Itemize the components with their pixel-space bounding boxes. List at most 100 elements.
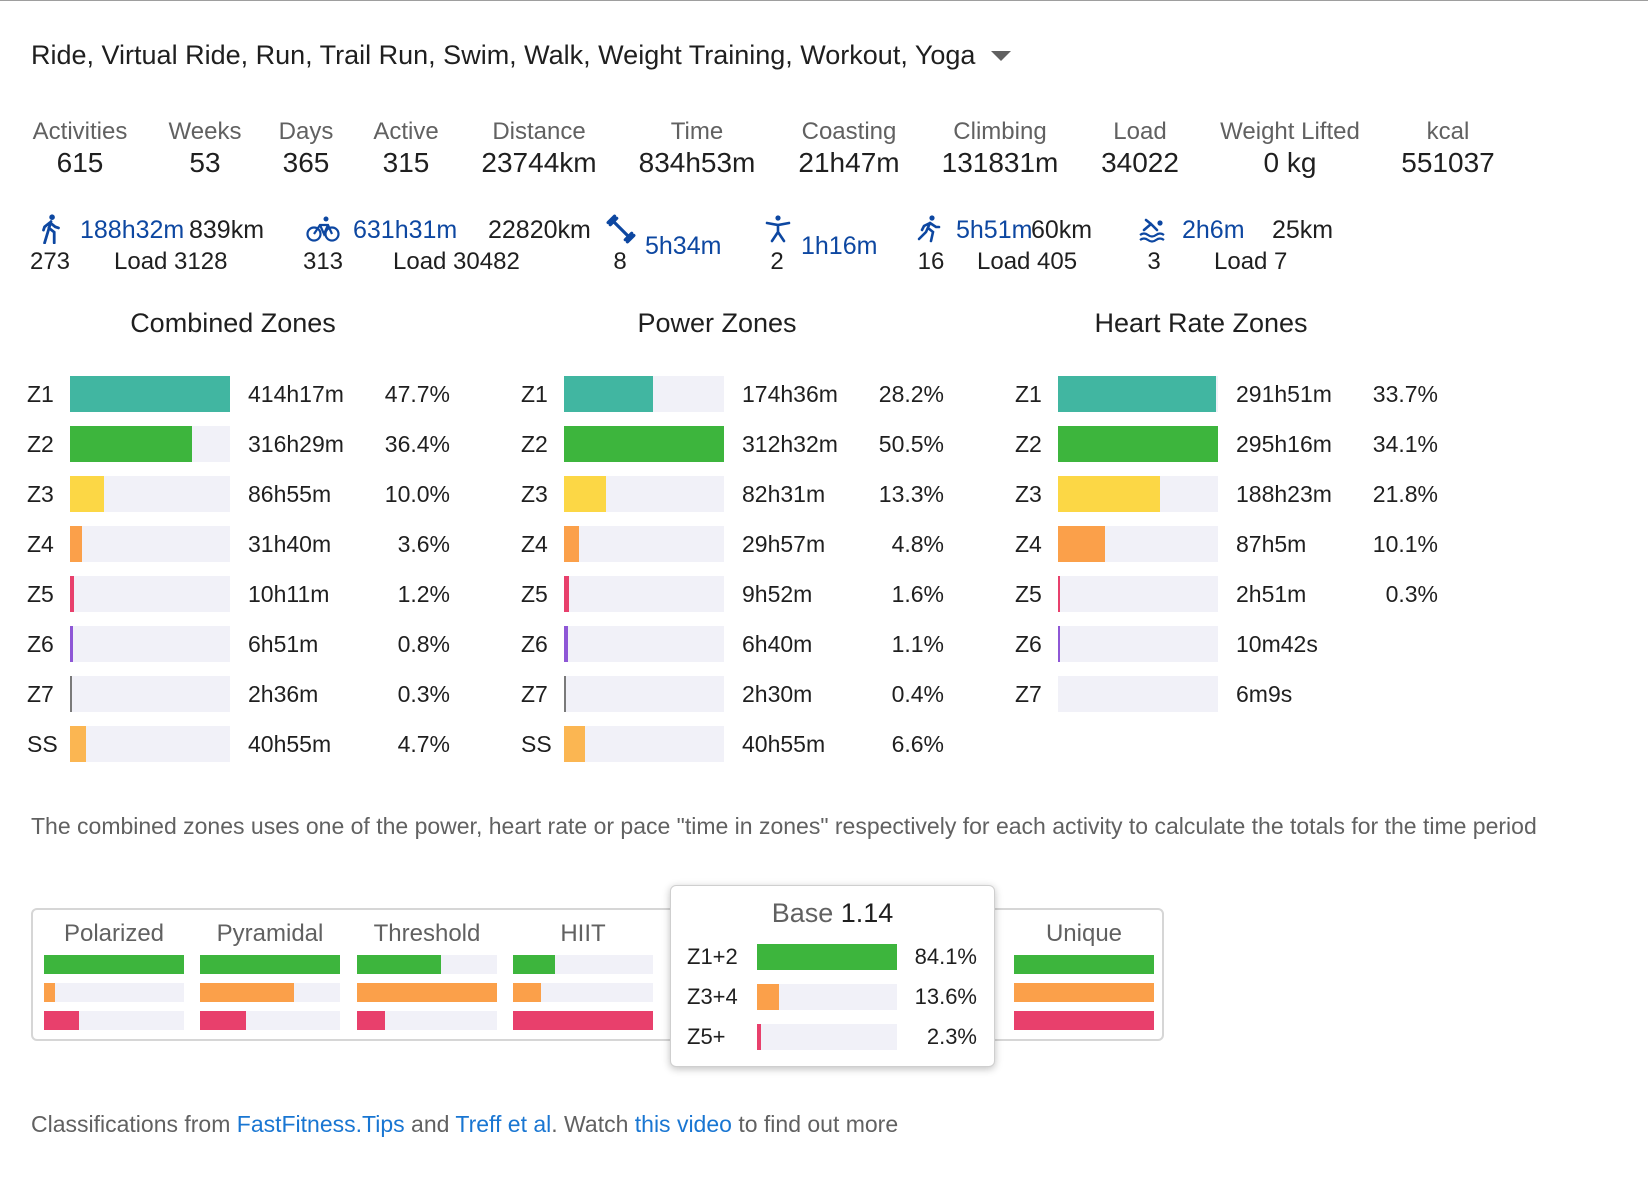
video-link[interactable]: this video xyxy=(634,1111,732,1137)
stat-label: Coasting xyxy=(801,118,897,145)
zone-bar-track xyxy=(70,626,230,662)
zone-label: Z1 xyxy=(1015,381,1042,407)
sport-time[interactable]: 188h32m xyxy=(80,216,185,244)
zone-bar-fill xyxy=(564,626,568,662)
zone-label: Z2 xyxy=(521,431,548,457)
zone-percent: 1.2% xyxy=(397,581,450,607)
zone-bar-fill xyxy=(70,626,73,662)
popup-row-percent: 2.3% xyxy=(926,1024,977,1049)
model-bar-track xyxy=(513,955,653,974)
stat-label: Time xyxy=(670,118,724,145)
model-bar-fill xyxy=(44,983,56,1002)
zone-bar-track xyxy=(70,676,230,712)
zone-label: Z6 xyxy=(521,631,548,657)
zone-time: 6m9s xyxy=(1236,681,1293,707)
zone-label: Z1 xyxy=(521,381,548,407)
model-bar-track xyxy=(200,983,340,1002)
sport-count: 8 xyxy=(613,248,627,275)
treff-link[interactable]: Treff et al xyxy=(455,1111,552,1137)
sport-count: 3 xyxy=(1147,248,1161,275)
popup-row: Z3+4 13.6% xyxy=(687,984,977,1010)
stat-weight-lifted: Weight Lifted 0 kg xyxy=(1220,118,1360,179)
stat-load: Load 34022 xyxy=(1101,118,1179,179)
stat-coasting: Coasting 21h47m xyxy=(798,118,899,179)
footer-prefix: Classifications from xyxy=(31,1111,237,1137)
hr-zones-row-z1: Z1 291h51m 33.7% xyxy=(1015,376,1438,412)
model-bar-fill xyxy=(513,955,555,974)
sport-time[interactable]: 1h16m xyxy=(801,232,878,260)
zone-bar-fill xyxy=(70,526,83,562)
zone-percent: 34.1% xyxy=(1372,431,1438,457)
popup-row: Z5+ 2.3% xyxy=(687,1024,977,1050)
hr-zones-row-z6: Z6 10m42s xyxy=(1015,626,1438,662)
stat-value: 53 xyxy=(189,147,221,178)
combined-zones-row-z3: Z3 86h55m 10.0% xyxy=(27,476,450,512)
zone-bar-track xyxy=(564,676,724,712)
zone-time: 9h52m xyxy=(742,581,813,607)
model-bar-fill xyxy=(513,1011,653,1030)
model-bar-fill xyxy=(44,955,184,974)
zone-percent: 36.4% xyxy=(384,431,450,457)
run-icon xyxy=(915,214,943,249)
sport-load: Load 405 xyxy=(977,248,1078,275)
hr-zones-title: Heart Rate Zones xyxy=(1094,308,1308,338)
zone-percent: 10.0% xyxy=(384,481,450,507)
zone-bar-fill xyxy=(564,576,570,612)
zone-bar-track xyxy=(564,626,724,662)
sport-count: 313 xyxy=(302,248,344,275)
zone-label: SS xyxy=(27,731,58,757)
hr-zones-row-z7: Z7 6m9s xyxy=(1015,676,1438,712)
popup-row: Z1+2 84.1% xyxy=(687,944,977,970)
zone-time: 291h51m xyxy=(1236,381,1332,407)
classification-popup: Base 1.14 Z1+2 84.1% Z3+4 13.6% Z5+ 2.3% xyxy=(670,885,995,1067)
fastfitness-link[interactable]: FastFitness.Tips xyxy=(236,1111,405,1137)
hr-zones-row-z2: Z2 295h16m 34.1% xyxy=(1015,426,1438,462)
zone-label: Z7 xyxy=(521,681,548,707)
stat-value: 551037 xyxy=(1401,147,1495,178)
activity-type-filter[interactable]: Ride, Virtual Ride, Run, Trail Run, Swim… xyxy=(31,40,1012,71)
zone-bar-fill xyxy=(70,426,193,462)
zone-bar-fill xyxy=(1058,476,1161,512)
zone-time: 10h11m xyxy=(248,581,330,607)
model-bar-track xyxy=(513,983,653,1002)
hr-zones-row-z4: Z4 87h5m 10.1% xyxy=(1015,526,1438,562)
zone-time: 414h17m xyxy=(248,381,344,407)
stat-value: 34022 xyxy=(1101,147,1179,178)
sport-time[interactable]: 631h31m xyxy=(353,216,458,244)
sport-count: 16 xyxy=(917,248,945,275)
power-zones-row-z5: Z5 9h52m 1.6% xyxy=(521,576,944,612)
zone-percent: 0.8% xyxy=(397,631,450,657)
model-bar-fill xyxy=(200,983,294,1002)
zone-time: 295h16m xyxy=(1236,431,1332,457)
sport-time[interactable]: 2h6m xyxy=(1182,216,1245,244)
zone-label: Z5 xyxy=(27,581,54,607)
combined-zones-note: The combined zones uses one of the power… xyxy=(31,813,1537,839)
stat-label: Load xyxy=(1113,118,1167,145)
zone-bar-track xyxy=(1058,576,1218,612)
zone-bar-track xyxy=(1058,476,1218,512)
model-bar-track xyxy=(44,983,184,1002)
dumbbell-icon xyxy=(606,214,636,249)
chevron-down-icon[interactable] xyxy=(991,50,1012,61)
zone-time: 29h57m xyxy=(742,531,826,557)
sport-time[interactable]: 5h51m xyxy=(956,216,1033,244)
model-bar-track xyxy=(44,955,184,974)
stat-label: kcal xyxy=(1426,118,1470,145)
sport-distance: 60km xyxy=(1031,216,1093,244)
popup-row-label: Z5+ xyxy=(687,1024,726,1049)
model-title: Threshold xyxy=(373,920,481,947)
zone-time: 6h51m xyxy=(248,631,319,657)
power-zones-row-z2: Z2 312h32m 50.5% xyxy=(521,426,944,462)
zone-bar-fill xyxy=(1058,576,1060,612)
zone-percent: 4.8% xyxy=(891,531,944,557)
zone-percent: 21.8% xyxy=(1372,481,1438,507)
zone-bar-track xyxy=(70,526,230,562)
model-title: Unique xyxy=(1045,920,1123,947)
stat-label: Weeks xyxy=(168,118,242,145)
combined-zones-row-z1: Z1 414h17m 47.7% xyxy=(27,376,450,412)
model-bar-track xyxy=(357,955,497,974)
zone-bar-track xyxy=(564,726,724,762)
sport-time[interactable]: 5h34m xyxy=(645,232,722,260)
stat-label: Distance xyxy=(492,118,586,145)
model-bar-fill xyxy=(44,1011,79,1030)
